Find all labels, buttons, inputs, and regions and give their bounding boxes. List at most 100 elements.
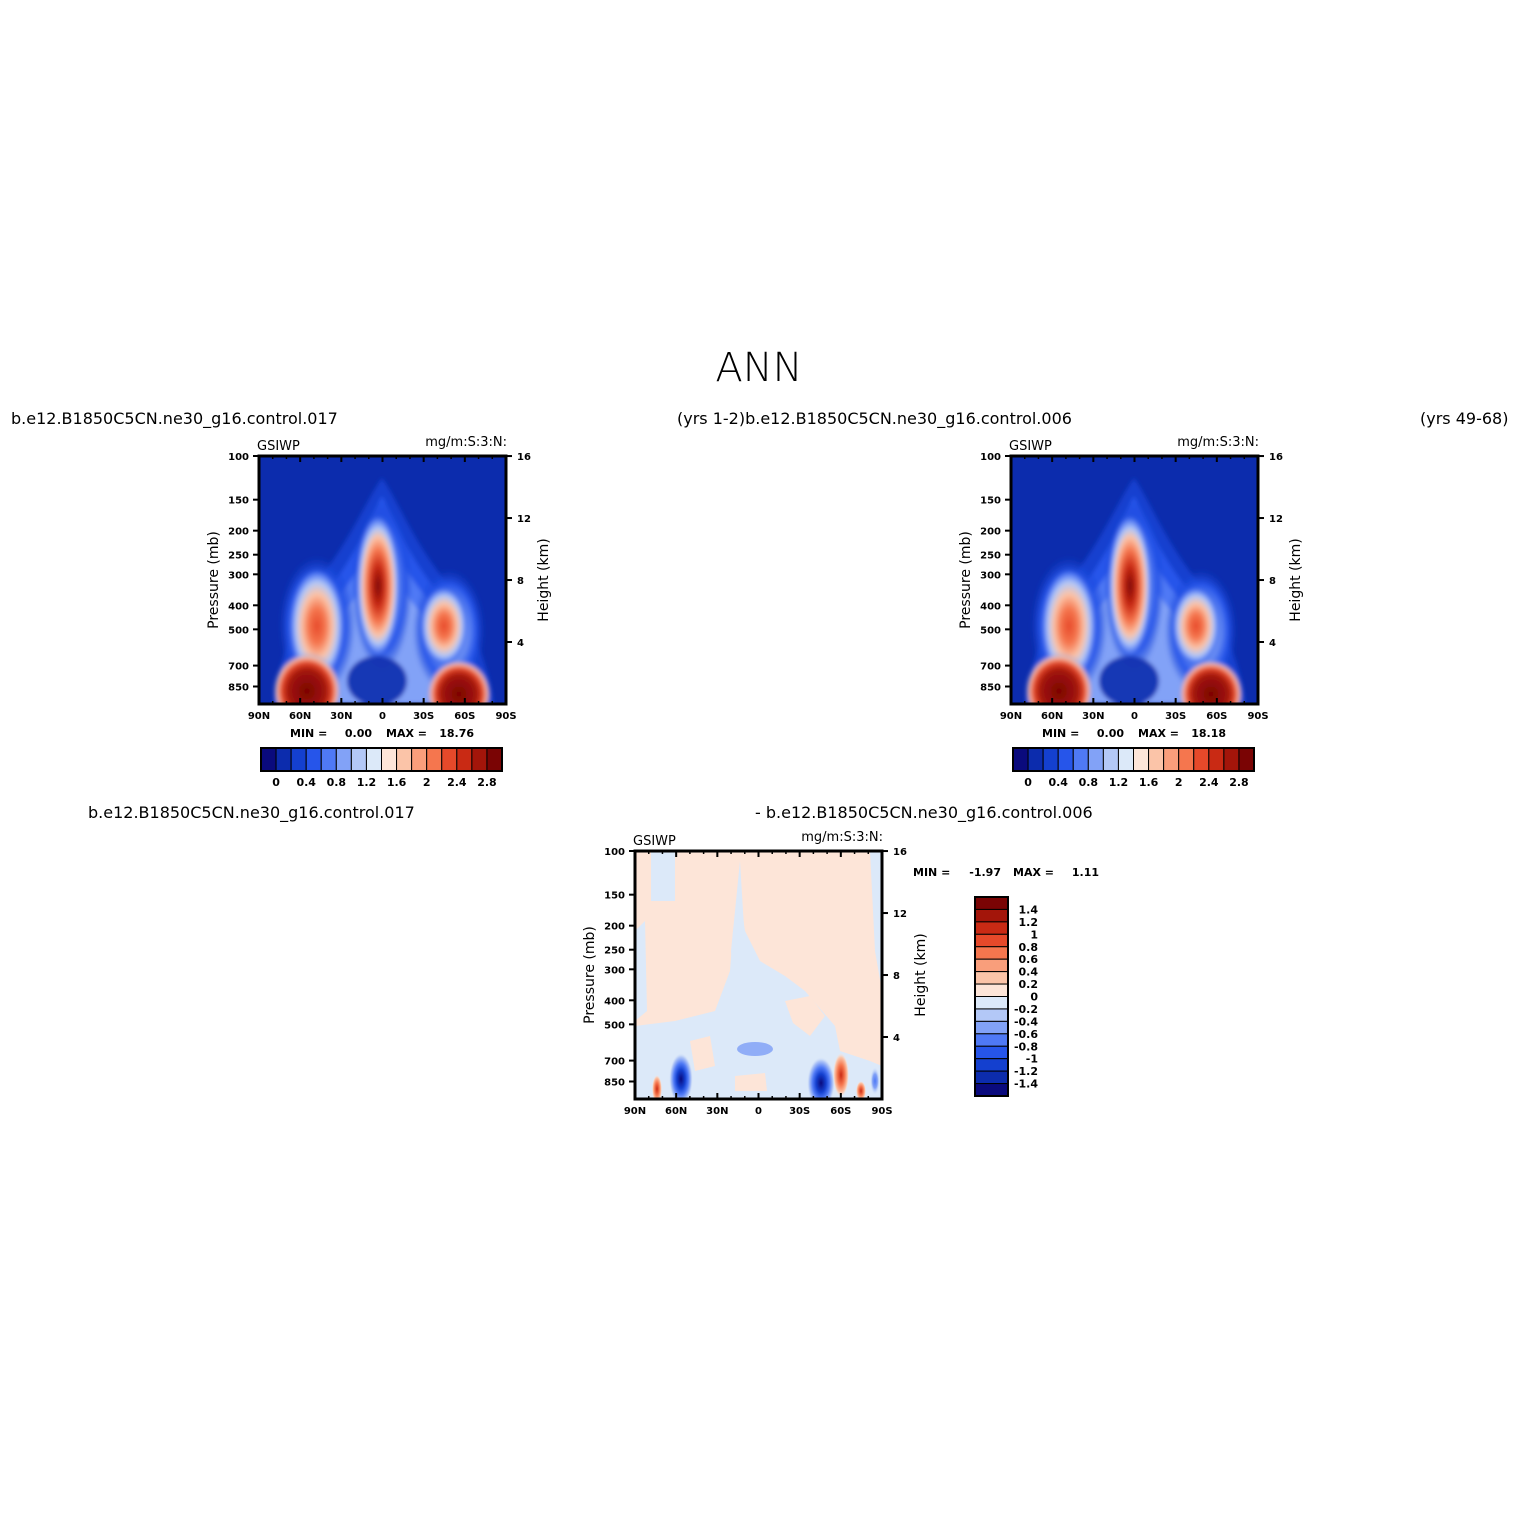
colorbar-box (1117, 747, 1134, 772)
y2-tick-label: 12 (893, 909, 907, 920)
panel-2-variable-label: GSIWP (1009, 439, 1052, 454)
colorbar-box (320, 747, 337, 772)
colorbar-box (974, 933, 1009, 948)
colorbar-label: 2 (1175, 776, 1183, 789)
y2-tick-label: 8 (893, 971, 900, 982)
panel-2: GSIWP mg/m:S:3:N: Pressure (mb) Height (… (958, 435, 1304, 789)
colorbar-label: 2.8 (1229, 776, 1249, 789)
y-tick-label: 250 (228, 551, 249, 562)
colorbar-frame (974, 896, 1009, 1097)
colorbar-box (1238, 747, 1255, 772)
x-tick-label: 90N (1000, 711, 1022, 722)
x-tick-label: 90S (871, 1106, 892, 1117)
colorbar-box (411, 747, 428, 772)
colorbar-frame (1012, 747, 1255, 772)
x-tick-label: 0 (755, 1106, 762, 1117)
x-tick-label: 30S (1165, 711, 1186, 722)
y2-tick-label: 12 (517, 514, 531, 525)
y-tick-label: 100 (980, 452, 1001, 463)
y-tick-label: 700 (980, 662, 1001, 673)
y2-tick-label: 4 (1269, 638, 1276, 649)
colorbar-label: -1 (1026, 1053, 1038, 1066)
y-tick-label: 300 (228, 570, 249, 581)
x-tick-label: 30S (789, 1106, 810, 1117)
y-tick-label: 850 (228, 682, 249, 693)
y-tick-label: 200 (228, 527, 249, 538)
colorbar-box (1087, 747, 1104, 772)
panel-3-y-axis-label: Pressure (mb) (582, 926, 598, 1024)
panel-2-field (1011, 456, 1258, 704)
colorbar-box (471, 747, 488, 772)
panel-3-units-label: mg/m:S:3:N: (801, 830, 883, 845)
panel-1-colorbar: 0 0.4 0.8 1.2 1.6 2 2.4 2.8 (260, 747, 503, 789)
colorbar-box (974, 921, 1009, 935)
panel-1-units-label: mg/m:S:3:N: (425, 435, 507, 450)
top-right-label: (yrs 49-68) (1420, 409, 1508, 428)
panel-1-max-label: MAX = (386, 727, 427, 740)
panel-2-colorbar: 0 0.4 0.8 1.2 1.6 2 2.4 2.8 (1012, 747, 1255, 789)
colorbar-label: 1.6 (1139, 776, 1159, 789)
panel-2-max-label: MAX = (1138, 727, 1179, 740)
x-tick-label: 30N (1082, 711, 1104, 722)
colorbar-label: 2 (423, 776, 431, 789)
panel-3-min-value: -1.97 (969, 866, 1001, 879)
y-tick-label: 300 (980, 570, 1001, 581)
colorbar-label: 0.6 (1019, 953, 1039, 966)
y2-tick-label: 16 (893, 847, 907, 858)
colorbar-label: 1 (1030, 928, 1038, 941)
colorbar-label: 0.8 (327, 776, 347, 789)
y-tick-label: 200 (980, 527, 1001, 538)
panel-2-min-label: MIN = (1042, 727, 1079, 740)
colorbar-frame (260, 747, 503, 772)
colorbar-label: 1.6 (387, 776, 407, 789)
y2-tick-label: 12 (1269, 514, 1283, 525)
y-tick-label: 150 (980, 496, 1001, 507)
colorbar-box (974, 1033, 1009, 1047)
x-tick-label: 30N (330, 711, 352, 722)
colorbar-label: 0.2 (1019, 978, 1039, 991)
colorbar-box (974, 1058, 1009, 1072)
y-tick-label: 400 (228, 601, 249, 612)
y2-tick-label: 8 (517, 576, 524, 587)
colorbar-box (1072, 747, 1089, 772)
x-tick-label: 60S (454, 711, 475, 722)
colorbar-label: 0.4 (1048, 776, 1068, 789)
y2-tick-label: 4 (517, 638, 524, 649)
y-tick-label: 850 (980, 682, 1001, 693)
x-tick-label: 90S (1247, 711, 1268, 722)
panel-3-max-value: 1.11 (1072, 866, 1099, 879)
panel-3-colorbar: 1.41.210.80.60.40.20-0.2-0.4-0.6-0.8-1-1… (974, 896, 1039, 1097)
colorbar-label: 0.4 (296, 776, 316, 789)
y-tick-label: 150 (604, 891, 625, 902)
colorbar-label: -0.6 (1014, 1028, 1038, 1041)
colorbar-box (275, 747, 292, 772)
panel-3-min-label: MIN = (913, 866, 950, 879)
panel-2-units-label: mg/m:S:3:N: (1177, 435, 1259, 450)
panel-1-min-label: MIN = (290, 727, 327, 740)
panel-3-axes: 90N 60N 30N 0 30S 60S 90S 100 150 200 250 300 400 500… (604, 847, 907, 1117)
colorbar-box (1178, 747, 1195, 772)
page-title: ANN (715, 345, 802, 391)
colorbar-box (1027, 747, 1044, 772)
colorbar-box (381, 747, 398, 772)
colorbar-box (456, 747, 473, 772)
colorbar-label: 2.4 (447, 776, 467, 789)
y2-tick-label: 16 (517, 452, 531, 463)
panel-1-field (259, 456, 506, 704)
colorbar-box (1148, 747, 1165, 772)
panel-2-axes: 90N 60N 30N 0 30S 60S 90S 100 150 200 250 300 400 500… (980, 452, 1283, 722)
colorbar-label: 0 (1030, 991, 1038, 1004)
colorbar-box (1133, 747, 1150, 772)
panel-1-y2-axis-label: Height (km) (536, 538, 552, 621)
colorbar-label: 2.4 (1199, 776, 1219, 789)
colorbar-box (974, 958, 1009, 973)
colorbar-box (1163, 747, 1180, 772)
colorbar-box (974, 908, 1009, 923)
panel-2-min-value: 0.00 (1097, 727, 1124, 740)
colorbar-label: 0.8 (1019, 941, 1039, 954)
panel-1-variable-label: GSIWP (257, 439, 300, 454)
colorbar-label: 0 (272, 776, 280, 789)
panel-1-min-value: 0.00 (345, 727, 372, 740)
y-tick-label: 500 (980, 625, 1001, 636)
